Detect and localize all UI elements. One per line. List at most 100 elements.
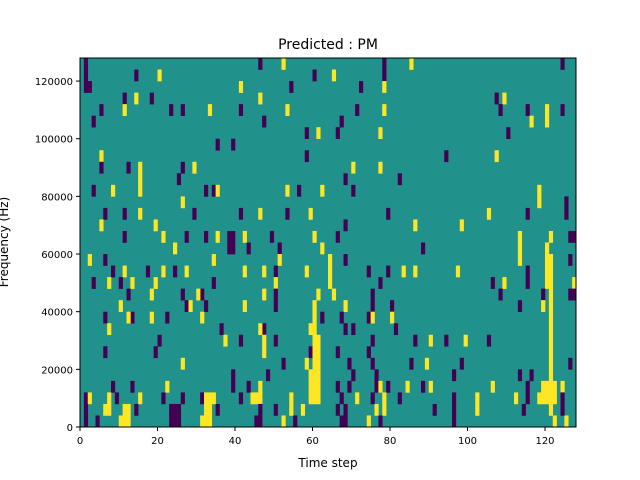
cell-low — [541, 288, 546, 301]
cell-high — [382, 403, 387, 416]
cell-low — [339, 115, 344, 128]
cell-low — [180, 104, 185, 116]
cell-low — [386, 207, 391, 220]
cell-low — [297, 184, 302, 197]
cell-low — [169, 104, 174, 116]
x-tick-label: 0 — [77, 436, 83, 447]
cell-high — [514, 392, 519, 405]
cell-low — [149, 92, 154, 105]
cell-high — [517, 242, 523, 255]
cell-high — [103, 403, 108, 416]
cell-low — [273, 300, 278, 312]
cell-low — [525, 104, 530, 116]
cell-low — [343, 219, 348, 232]
cell-high — [200, 415, 205, 428]
cell-low — [355, 104, 360, 116]
cell-low — [215, 403, 220, 416]
cell-low — [273, 334, 278, 347]
cell-high — [548, 311, 554, 324]
cell-low — [200, 288, 205, 301]
cell-low — [277, 242, 282, 255]
cell-high — [537, 184, 542, 197]
cell-low — [130, 380, 135, 393]
cell-low — [343, 323, 348, 336]
cell-low — [370, 357, 375, 370]
cell-high — [405, 380, 410, 393]
x-tick-label: 20 — [151, 436, 164, 447]
cell-high — [390, 311, 395, 324]
cell-low — [370, 300, 375, 312]
cell-low — [153, 346, 158, 359]
cell-low — [83, 81, 89, 93]
cell-high — [548, 277, 554, 289]
cell-low — [122, 230, 127, 243]
cell-low — [231, 242, 236, 255]
cell-high — [502, 277, 507, 289]
cell-high — [207, 104, 213, 116]
cell-high — [428, 334, 433, 347]
cell-high — [207, 415, 213, 428]
cell-high — [545, 254, 550, 266]
cell-high — [118, 415, 123, 428]
cell-low — [165, 311, 170, 324]
cell-high — [366, 415, 371, 428]
cell-low — [281, 357, 286, 370]
cell-low — [304, 150, 309, 163]
x-tick-label: 60 — [306, 436, 319, 447]
cell-low — [374, 380, 379, 393]
cell-low — [564, 196, 569, 209]
cell-high — [262, 346, 267, 359]
cell-high — [545, 242, 550, 255]
cell-low — [83, 69, 89, 82]
cell-high — [331, 69, 337, 82]
cell-low — [204, 300, 209, 312]
cell-low — [211, 277, 216, 289]
cell-low — [378, 277, 383, 289]
cell-high — [548, 392, 554, 405]
y-tick-label: 80000 — [41, 192, 73, 203]
cell-high — [126, 311, 131, 324]
cell-low — [452, 392, 457, 405]
y-tick-label: 100000 — [35, 135, 73, 146]
cell-low — [452, 403, 457, 416]
cell-high — [312, 311, 317, 324]
cell-low — [560, 403, 565, 416]
cell-low — [564, 207, 569, 220]
cell-high — [455, 265, 461, 278]
cell-high — [378, 380, 383, 393]
y-tick-label: 40000 — [41, 308, 73, 319]
cell-high — [161, 230, 166, 243]
cell-low — [269, 230, 275, 243]
cell-low — [452, 369, 457, 382]
cell-low — [560, 392, 565, 405]
cell-high — [126, 403, 131, 416]
cell-high — [545, 115, 550, 128]
cell-high — [378, 161, 383, 174]
cell-high — [548, 288, 554, 301]
cell-low — [176, 173, 182, 186]
cell-low — [359, 81, 364, 93]
cell-high — [138, 392, 143, 405]
cell-low — [246, 242, 251, 255]
cell-low — [258, 415, 263, 428]
cell-high — [552, 392, 557, 405]
cell-low — [215, 138, 220, 151]
cell-low — [134, 403, 139, 416]
cell-high — [552, 380, 557, 393]
cell-low — [335, 127, 340, 140]
cell-high — [382, 392, 387, 405]
cell-low — [83, 58, 89, 70]
cell-high — [138, 207, 143, 220]
cell-low — [114, 392, 120, 405]
cell-low — [370, 288, 375, 301]
cell-high — [107, 323, 112, 336]
x-tick-label: 100 — [458, 436, 477, 447]
cell-high — [200, 311, 205, 324]
cell-low — [122, 92, 127, 105]
cell-high — [328, 277, 333, 289]
cell-low — [529, 369, 534, 382]
cell-high — [157, 69, 162, 82]
cell-low — [293, 415, 298, 428]
cell-low — [126, 161, 131, 174]
